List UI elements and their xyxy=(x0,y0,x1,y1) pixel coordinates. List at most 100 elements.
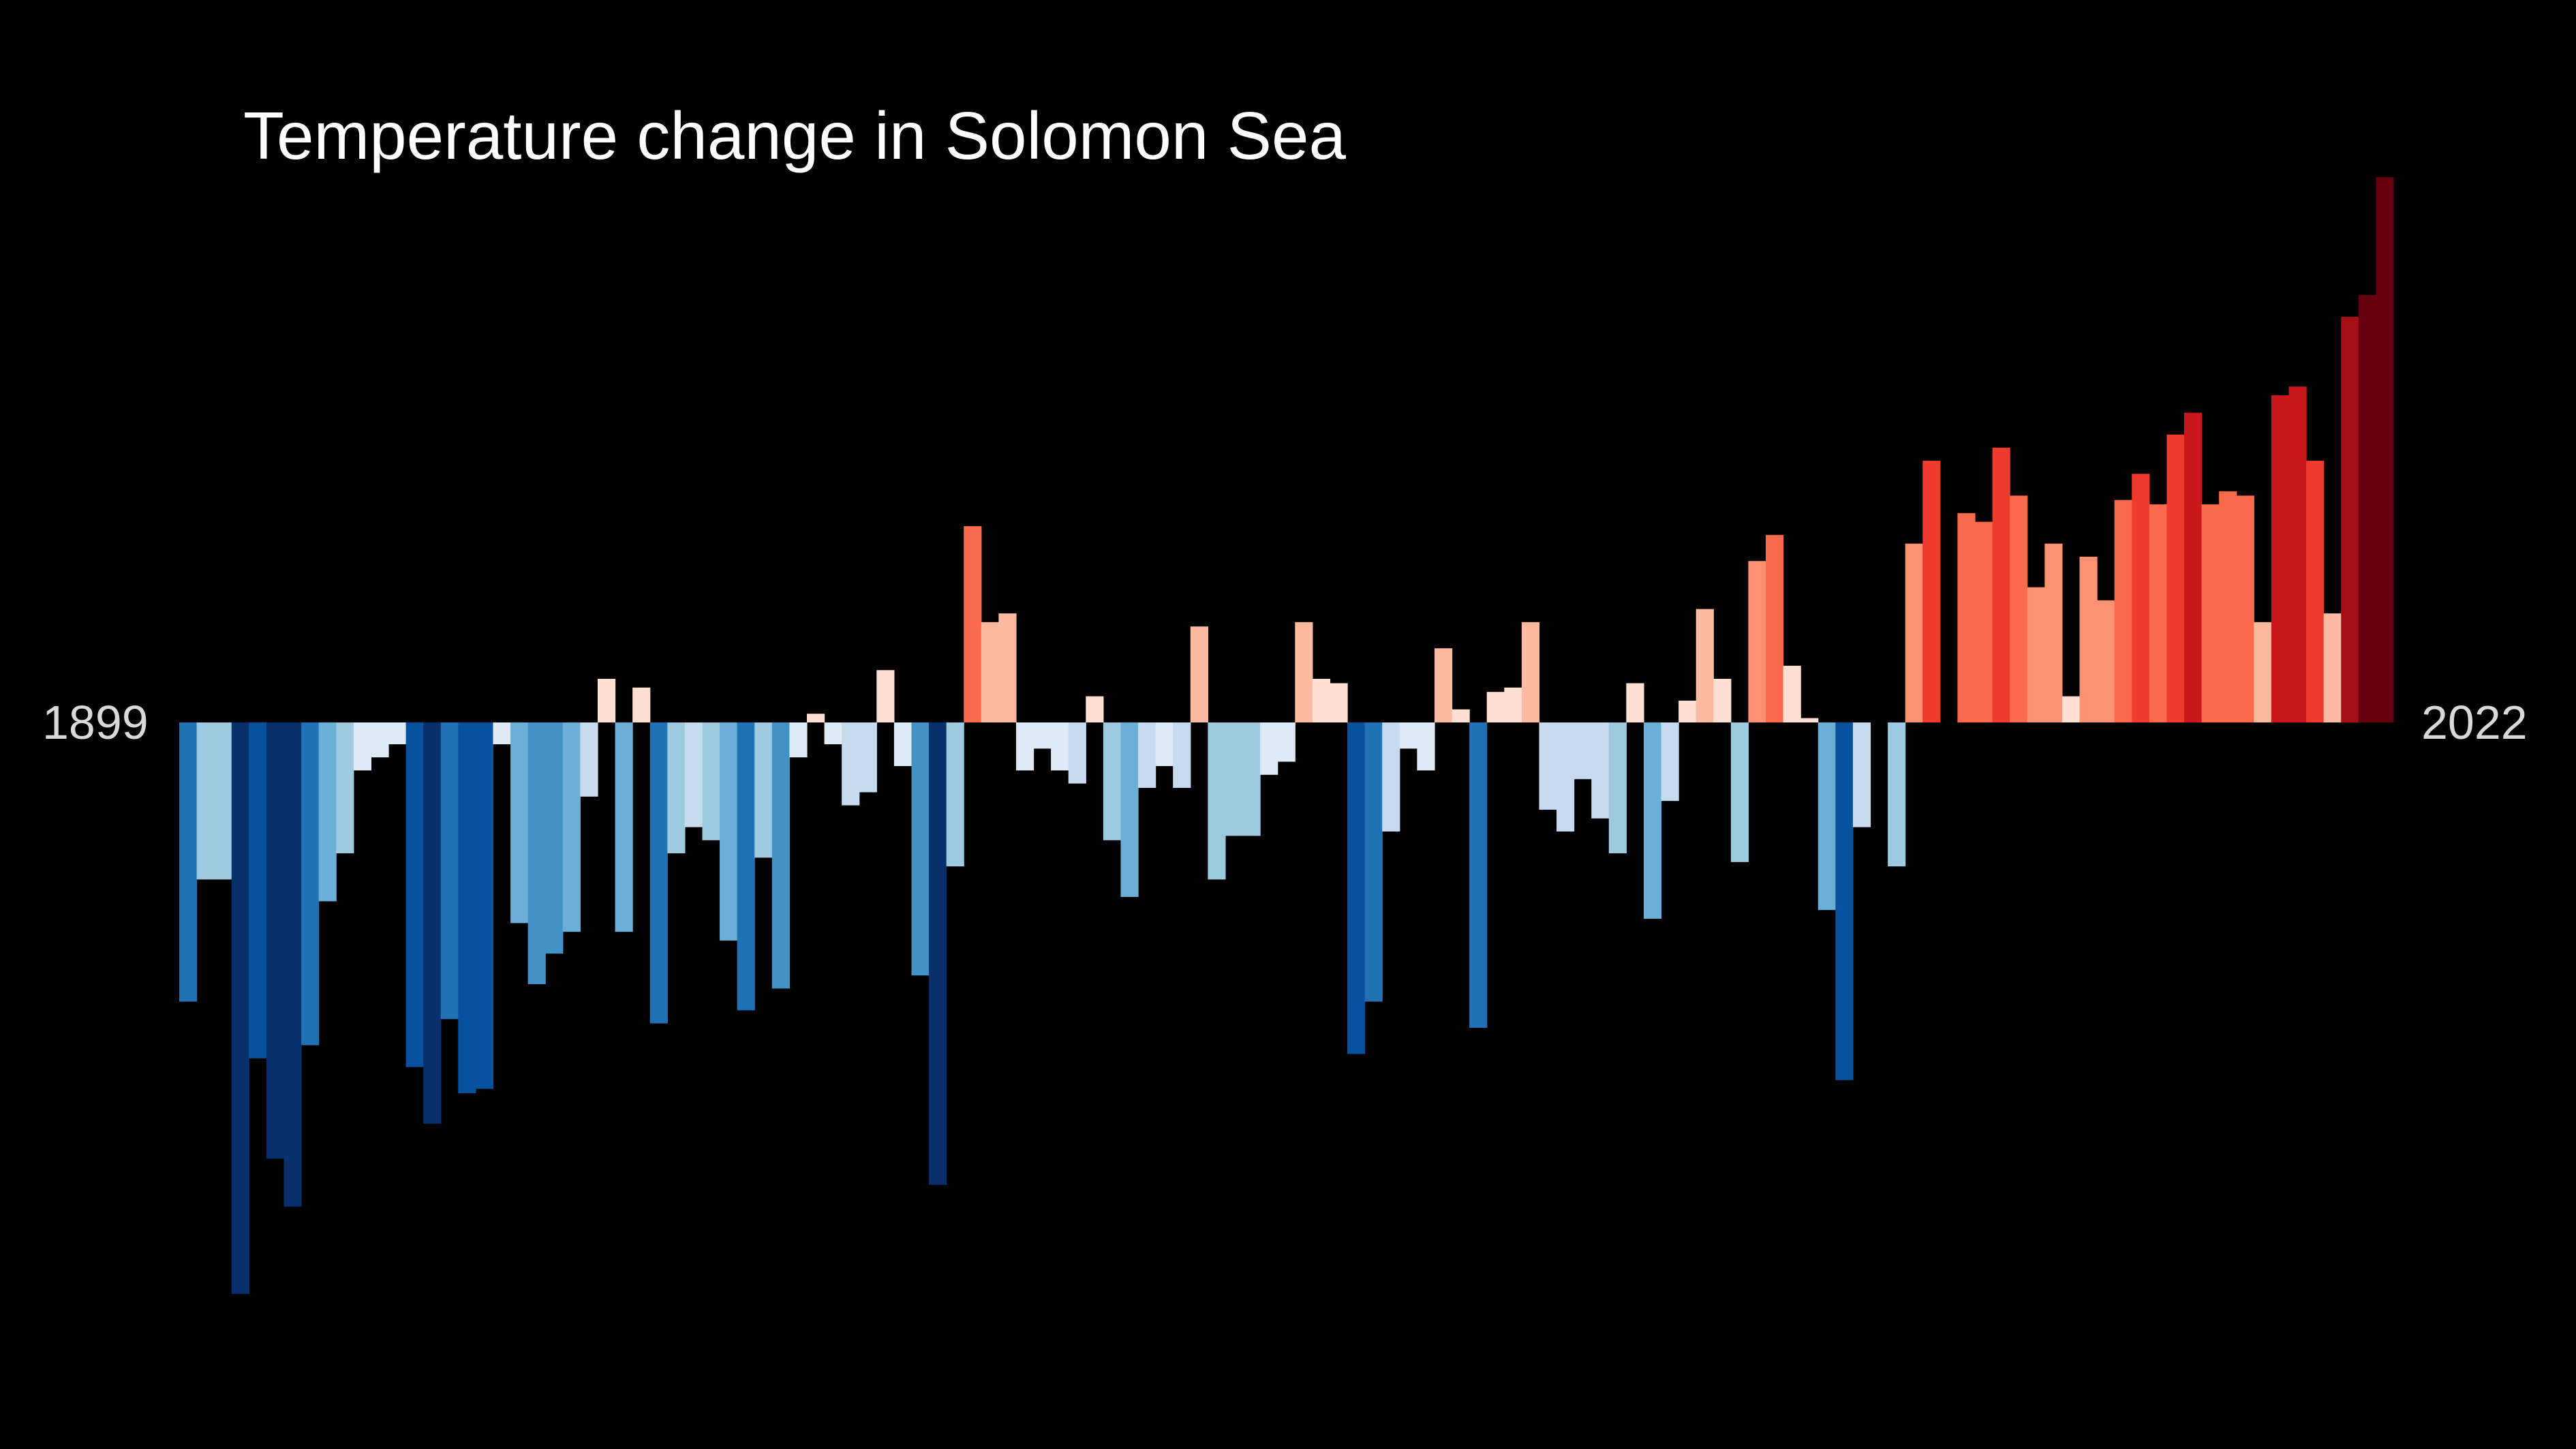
bar-1909 xyxy=(353,722,372,771)
bar-1932 xyxy=(754,722,773,858)
bar-2013 xyxy=(2166,434,2185,722)
bar-1958 xyxy=(1208,722,1226,880)
bar-1915 xyxy=(458,722,476,1093)
bar-1905 xyxy=(283,722,302,1207)
bar-1943 xyxy=(946,722,964,867)
bar-1983 xyxy=(1643,722,1662,919)
bar-1999 xyxy=(1922,461,1941,722)
bar-1906 xyxy=(301,722,320,1046)
bar-2009 xyxy=(2097,600,2115,722)
bar-1960 xyxy=(1242,722,1261,836)
bar-1987 xyxy=(1713,679,1732,722)
bar-1949 xyxy=(1051,722,1069,771)
bar-1914 xyxy=(440,722,459,1020)
bar-1919 xyxy=(527,722,546,984)
bar-1902 xyxy=(231,722,249,1294)
bar-1931 xyxy=(737,722,755,1011)
bar-1976 xyxy=(1521,622,1540,722)
bar-1937 xyxy=(842,722,860,806)
bar-1998 xyxy=(1905,543,1923,722)
bar-1947 xyxy=(1015,722,1034,771)
bar-1918 xyxy=(510,722,529,924)
bar-2004 xyxy=(2010,495,2028,722)
bar-1904 xyxy=(266,722,285,1159)
bar-1950 xyxy=(1068,722,1086,784)
bar-1981 xyxy=(1608,722,1627,853)
bar-2005 xyxy=(2027,587,2045,722)
bar-1970 xyxy=(1417,722,1435,771)
bar-1920 xyxy=(545,722,564,954)
start-year-label: 1899 xyxy=(42,696,149,749)
bar-1964 xyxy=(1312,679,1331,722)
bar-1989 xyxy=(1748,561,1766,722)
bar-1972 xyxy=(1452,709,1470,722)
bar-1982 xyxy=(1626,683,1644,722)
bar-2015 xyxy=(2201,504,2220,722)
bar-1916 xyxy=(475,722,494,1089)
bar-2007 xyxy=(2061,696,2081,722)
bar-1946 xyxy=(998,613,1017,722)
bar-2025 xyxy=(2376,177,2394,722)
bar-1945 xyxy=(981,622,999,722)
bar-1986 xyxy=(1696,609,1714,722)
bar-1995 xyxy=(1852,722,1871,827)
bar-2002 xyxy=(1975,521,1993,722)
bar-1977 xyxy=(1539,722,1557,810)
bar-1951 xyxy=(1086,696,1104,722)
bar-1933 xyxy=(771,722,790,989)
bar-1985 xyxy=(1678,701,1697,722)
bar-1922 xyxy=(580,722,598,797)
bar-1907 xyxy=(318,722,337,902)
bar-1957 xyxy=(1190,626,1208,722)
chart-title: Temperature change in Solomon Sea xyxy=(243,98,1347,173)
bar-1974 xyxy=(1486,692,1505,722)
bar-2008 xyxy=(2079,556,2098,722)
bar-2012 xyxy=(2149,504,2168,722)
bar-1923 xyxy=(597,679,616,722)
bar-2010 xyxy=(2114,500,2132,722)
bar-1908 xyxy=(336,722,354,853)
bar-2011 xyxy=(2132,474,2150,722)
bar-1900 xyxy=(196,722,215,880)
bar-2017 xyxy=(2236,495,2254,722)
bar-1997 xyxy=(1888,722,1906,867)
bar-2022 xyxy=(2323,613,2342,722)
bar-1962 xyxy=(1277,722,1295,762)
bar-1988 xyxy=(1730,722,1749,862)
bar-1944 xyxy=(964,526,982,722)
bar-2020 xyxy=(2288,386,2307,722)
bar-1901 xyxy=(214,722,232,880)
bar-1942 xyxy=(929,722,947,1185)
bar-1948 xyxy=(1033,722,1052,749)
bar-1903 xyxy=(249,722,267,1058)
bar-1924 xyxy=(615,722,633,932)
bar-1991 xyxy=(1783,665,1801,722)
bar-1990 xyxy=(1766,534,1784,722)
bar-2001 xyxy=(1957,513,1976,722)
bar-1961 xyxy=(1260,722,1278,775)
bar-1917 xyxy=(493,722,511,744)
bar-1941 xyxy=(911,722,930,976)
bar-1973 xyxy=(1469,722,1488,1028)
bar-2021 xyxy=(2306,461,2325,722)
bar-1963 xyxy=(1295,622,1313,722)
bar-1928 xyxy=(684,722,703,827)
bar-1956 xyxy=(1173,722,1191,788)
bar-1969 xyxy=(1399,722,1417,749)
bar-1935 xyxy=(806,714,825,722)
bar-1930 xyxy=(720,722,738,941)
bar-1993 xyxy=(1818,722,1836,911)
bar-1921 xyxy=(562,722,581,932)
bar-2018 xyxy=(2254,622,2272,722)
bar-1967 xyxy=(1364,722,1383,1002)
bar-2014 xyxy=(2184,412,2203,722)
bar-1975 xyxy=(1504,687,1522,722)
bar-1940 xyxy=(893,722,913,766)
bar-2023 xyxy=(2341,316,2359,722)
bar-1925 xyxy=(632,687,651,722)
bar-1955 xyxy=(1155,722,1174,766)
bar-1971 xyxy=(1434,648,1453,722)
bar-1966 xyxy=(1347,722,1366,1054)
